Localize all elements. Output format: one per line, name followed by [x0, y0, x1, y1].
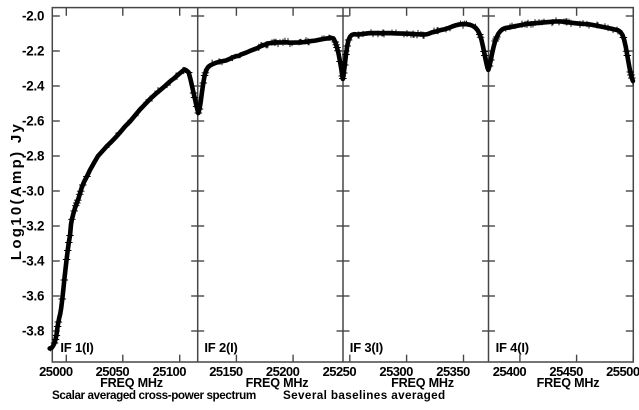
- svg-text:IF 2(I): IF 2(I): [204, 340, 237, 355]
- svg-text:-3.0: -3.0: [22, 184, 44, 199]
- svg-text:25000: 25000: [39, 364, 73, 379]
- svg-text:-2.6: -2.6: [22, 114, 44, 129]
- svg-text:IF 3(I): IF 3(I): [350, 340, 383, 355]
- svg-text:25150: 25150: [209, 364, 243, 379]
- svg-text:25350: 25350: [436, 364, 470, 379]
- svg-text:-3.8: -3.8: [22, 324, 45, 339]
- svg-text:25500: 25500: [606, 364, 639, 379]
- svg-text:IF 1(I): IF 1(I): [60, 340, 93, 355]
- svg-text:-3.4: -3.4: [22, 254, 45, 269]
- svg-text:-3.2: -3.2: [22, 219, 44, 234]
- svg-text:Several baselines averaged: Several baselines averaged: [283, 389, 446, 402]
- svg-text:-2.0: -2.0: [22, 9, 44, 24]
- svg-text:25050: 25050: [96, 364, 130, 379]
- svg-text:IF 4(I): IF 4(I): [496, 340, 529, 355]
- svg-text:FREQ MHz: FREQ MHz: [391, 376, 454, 390]
- svg-text:25450: 25450: [549, 364, 583, 379]
- svg-text:FREQ MHz: FREQ MHz: [100, 376, 163, 390]
- svg-text:25300: 25300: [379, 364, 413, 379]
- svg-text:25250: 25250: [323, 364, 357, 379]
- svg-text:-2.2: -2.2: [22, 44, 44, 59]
- svg-text:25400: 25400: [493, 364, 527, 379]
- svg-text:FREQ MHz: FREQ MHz: [537, 376, 600, 390]
- svg-text:-2.4: -2.4: [22, 79, 45, 94]
- svg-text:Scalar averaged cross-power sp: Scalar averaged cross-power spectrum: [52, 389, 256, 402]
- svg-text:-2.8: -2.8: [22, 149, 45, 164]
- svg-text:25200: 25200: [266, 364, 300, 379]
- svg-text:25100: 25100: [152, 364, 186, 379]
- svg-text:-3.6: -3.6: [22, 289, 44, 304]
- svg-text:Log10(Amp) Jy: Log10(Amp) Jy: [8, 122, 25, 260]
- svg-text:FREQ MHz: FREQ MHz: [246, 376, 309, 390]
